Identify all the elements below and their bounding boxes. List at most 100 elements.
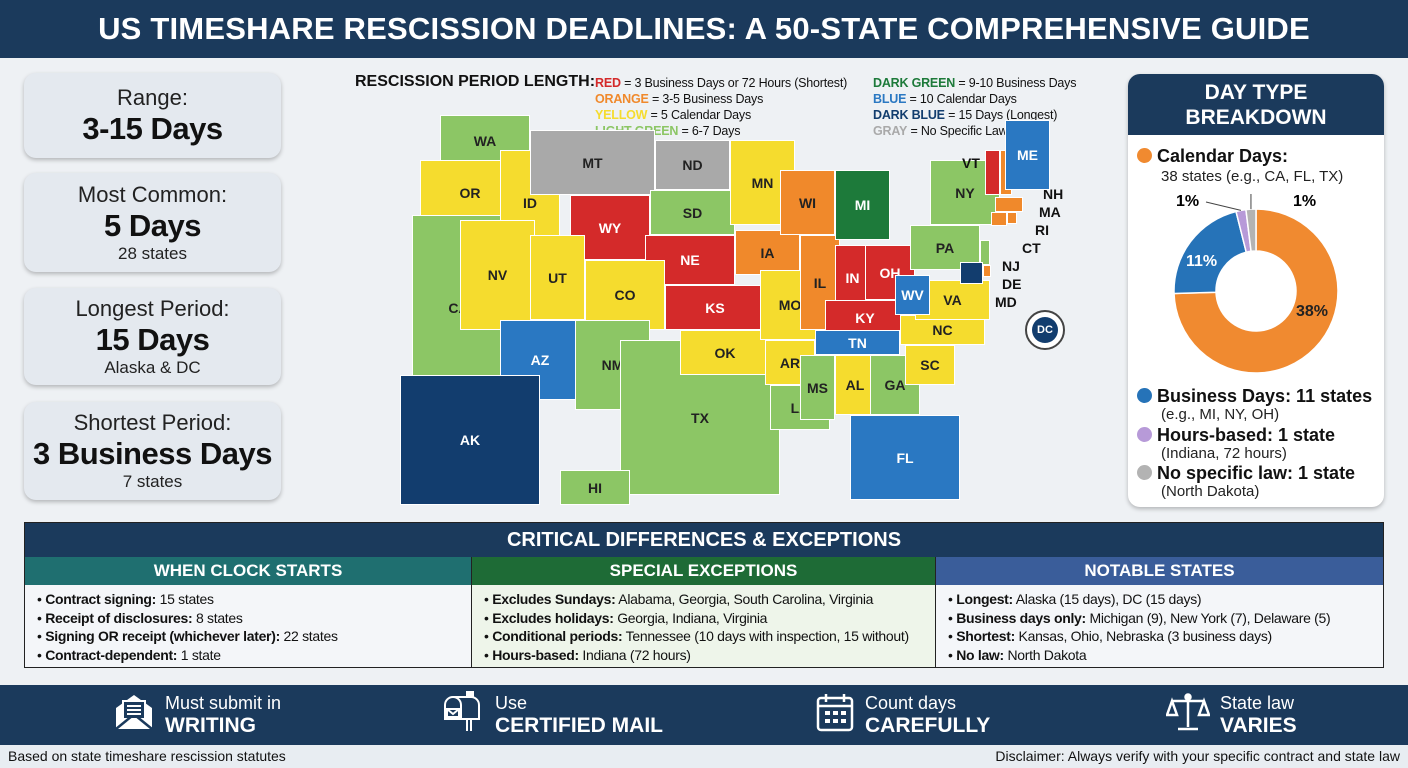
mailbox-icon: [441, 690, 495, 738]
state-label: OR: [459, 184, 481, 201]
state-ct[interactable]: [991, 212, 1007, 226]
summary-card-most-common: Most Common: 5 Days 28 states: [24, 173, 281, 272]
state-label: SD: [682, 204, 703, 221]
card-value: 5 Days: [104, 207, 201, 243]
state-oh[interactable]: OH: [865, 245, 915, 300]
state-ri[interactable]: [1007, 212, 1017, 224]
table-row: No law: North Dakota: [948, 646, 1383, 665]
legend-dot: [1137, 148, 1152, 163]
donut-label: 11%: [1186, 253, 1217, 270]
business-days-label: Business Days: 11 states: [1157, 386, 1373, 406]
table-row: Receipt of disclosures: 8 states: [37, 609, 471, 628]
legend-text: = 3 Business Days or 72 Hours (Shortest): [620, 76, 848, 90]
state-label: IN: [845, 269, 860, 286]
table-row: Contract signing: 15 states: [37, 590, 471, 609]
row-key: Contract-dependent:: [45, 646, 178, 663]
calendar-icon: [815, 691, 865, 738]
state-ut[interactable]: UT: [530, 235, 585, 320]
state-wv[interactable]: WV: [895, 275, 930, 315]
day-type-breakdown: DAY TYPE BREAKDOWN Calendar Days: 38 stat…: [1128, 74, 1384, 507]
donut-label: 1%: [1293, 193, 1316, 210]
card-label: Longest Period:: [75, 295, 230, 321]
legend-text: = 3-5 Business Days: [648, 92, 764, 106]
hours-based-label: Hours-based: 1 state: [1157, 425, 1336, 445]
state-md[interactable]: [960, 262, 983, 284]
state-ma[interactable]: [995, 197, 1023, 212]
state-label: ME: [1017, 147, 1038, 163]
state-ia[interactable]: IA: [735, 230, 800, 275]
row-key: Excludes holidays:: [492, 609, 614, 626]
state-label: NJ: [1002, 258, 1020, 274]
tip-certified-mail: Use CERTIFIED MAIL: [441, 690, 663, 738]
state-label: KS: [705, 299, 725, 316]
state-al[interactable]: AL: [835, 355, 875, 415]
row-value: Kansas, Ohio, Nebraska (3 business days): [1014, 628, 1273, 644]
state-me[interactable]: ME: [1005, 120, 1050, 190]
card-value: 3-15 Days: [82, 110, 223, 146]
state-label: NM: [601, 357, 624, 373]
tip-emphasis: WRITING: [165, 713, 256, 737]
row-key: Hours-based:: [492, 646, 579, 663]
state-label: AR: [779, 354, 801, 371]
state-label: MI: [854, 197, 871, 213]
row-key: Contract signing:: [45, 591, 156, 607]
card-value: 3 Business Days: [33, 436, 272, 471]
table-row: Excludes Sundays: Alabama, Georgia, Sout…: [484, 590, 935, 609]
card-sub: Alaska & DC: [104, 357, 201, 377]
state-ok[interactable]: OK: [680, 330, 770, 375]
row-value: Tennessee (10 days with inspection, 15 w…: [622, 628, 910, 644]
row-key: No law:: [956, 646, 1004, 663]
legend-dot: [1137, 427, 1152, 442]
state-label: MD: [995, 294, 1017, 310]
exceptions-table: CRITICAL DIFFERENCES & EXCEPTIONS WHEN C…: [24, 522, 1384, 668]
state-fl[interactable]: FL: [850, 415, 960, 500]
state-nd[interactable]: ND: [655, 140, 730, 190]
table-row: Shortest: Kansas, Ohio, Nebraska (3 busi…: [948, 627, 1383, 646]
us-map: WA OR CA ID NV MT ND SD WY NE KS CO UT AZ NM TX OK MN IA MO…: [395, 110, 1095, 520]
table-row: Excludes holidays: Georgia, Indiana, Vir…: [484, 609, 935, 628]
state-ak[interactable]: AK: [400, 375, 540, 505]
card-sub: 28 states: [118, 243, 187, 263]
state-ms[interactable]: MS: [800, 355, 835, 420]
legend-text: = 5 Calendar Days: [647, 108, 752, 122]
donut-slice: [1173, 208, 1339, 374]
state-sd[interactable]: SD: [650, 190, 735, 235]
state-mi[interactable]: MI: [835, 170, 890, 240]
state-mt[interactable]: MT: [530, 130, 655, 195]
table-row: Business days only: Michigan (9), New Yo…: [948, 609, 1383, 628]
leader-line: [1205, 201, 1242, 211]
donut-chart: 38% 11% 1% 1%: [1173, 193, 1339, 374]
state-hi[interactable]: HI: [560, 470, 630, 505]
state-label: WY: [598, 219, 622, 236]
state-label: WI: [798, 194, 817, 211]
state-nv[interactable]: NV: [460, 220, 535, 330]
state-ks[interactable]: KS: [665, 285, 765, 330]
state-in[interactable]: IN: [835, 245, 870, 310]
state-label: HI: [588, 479, 602, 496]
table-column: SPECIAL EXCEPTIONS Excludes Sundays: Alab…: [472, 557, 936, 667]
state-tn[interactable]: TN: [815, 330, 900, 355]
state-de[interactable]: [983, 265, 991, 277]
state-sc[interactable]: SC: [905, 345, 955, 385]
column-header: WHEN CLOCK STARTS: [25, 557, 471, 585]
state-label: ND: [682, 157, 703, 173]
state-vt[interactable]: [985, 150, 1000, 195]
legend-text: = No Specific Law: [907, 124, 1008, 138]
row-value: North Dakota: [1003, 646, 1087, 663]
tip-carefully: Count days CAREFULLY: [815, 691, 990, 738]
state-wi[interactable]: WI: [780, 170, 835, 235]
table-row: Longest: Alaska (15 days), DC (15 days): [948, 590, 1383, 609]
state-label: GA: [884, 377, 906, 393]
state-nc[interactable]: NC: [900, 315, 985, 345]
source-note: Based on state timeshare rescission stat…: [8, 748, 286, 764]
row-key: Signing OR receipt (whichever later):: [45, 628, 280, 644]
legend-key: ORANGE: [595, 92, 649, 106]
donut-label: 1%: [1176, 193, 1199, 210]
legend-text: = 6-7 Days: [678, 124, 741, 138]
state-dc[interactable]: DC: [1025, 310, 1065, 350]
state-label: NV: [487, 267, 508, 283]
state-nj[interactable]: [980, 240, 990, 265]
state-pa[interactable]: PA: [910, 225, 980, 270]
row-value: Alaska (15 days), DC (15 days): [1012, 591, 1202, 607]
legend-key: YELLOW: [595, 108, 648, 122]
